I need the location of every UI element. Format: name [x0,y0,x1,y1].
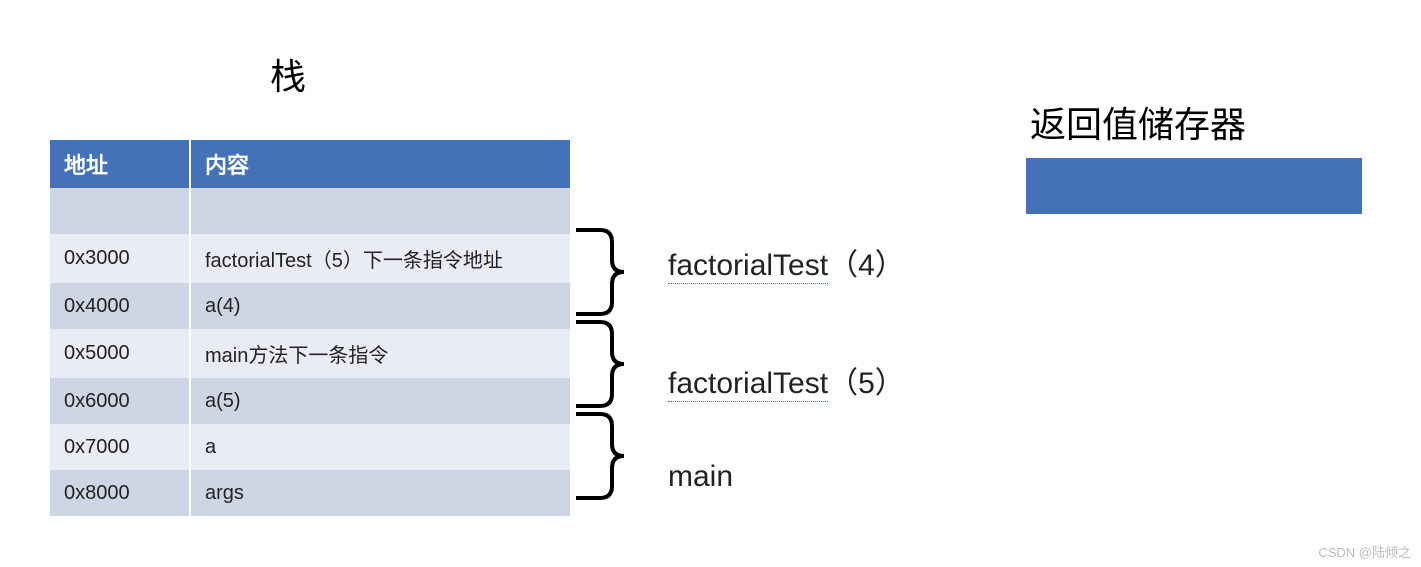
table-row: 0x7000a [50,424,570,470]
cell-content: a(5) [190,378,570,424]
table-row: 0x4000a(4) [50,283,570,329]
header-addr: 地址 [50,140,190,188]
bracket [576,414,624,498]
cell-content: factorialTest（5）下一条指令地址 [190,234,570,283]
cell-addr: 0x5000 [50,329,190,378]
bracket [576,322,624,406]
table-row: 0x5000main方法下一条指令 [50,329,570,378]
table-row: 0x3000factorialTest（5）下一条指令地址 [50,234,570,283]
return-register-box [1026,158,1362,214]
bracket [576,230,624,314]
cell-addr: 0x6000 [50,378,190,424]
stack-title: 栈 [270,48,306,100]
table-row [50,188,570,234]
cell-addr: 0x7000 [50,424,190,470]
frame-label-2: main [668,460,733,494]
cell-content: main方法下一条指令 [190,329,570,378]
table-row: 0x6000a(5) [50,378,570,424]
underlined-term: factorialTest [668,249,828,284]
header-content: 内容 [190,140,570,188]
cell-content: args [190,470,570,516]
cell-content: a(4) [190,283,570,329]
table-header-row: 地址 内容 [50,140,570,188]
stack-table: 地址 内容 0x3000factorialTest（5）下一条指令地址0x400… [50,140,570,516]
cell-addr: 0x4000 [50,283,190,329]
cell-content [190,188,570,234]
frame-label-0: factorialTest（4） [668,240,905,284]
watermark: CSDN @陆倾之 [1318,542,1411,561]
table-row: 0x8000args [50,470,570,516]
cell-addr [50,188,190,234]
cell-addr: 0x3000 [50,234,190,283]
return-register-title: 返回值储存器 [1030,96,1246,148]
stack-tbody: 0x3000factorialTest（5）下一条指令地址0x4000a(4)0… [50,188,570,516]
frame-label-1: factorialTest（5） [668,358,905,402]
cell-addr: 0x8000 [50,470,190,516]
underlined-term: factorialTest [668,367,828,402]
frame-brackets [572,180,662,520]
cell-content: a [190,424,570,470]
